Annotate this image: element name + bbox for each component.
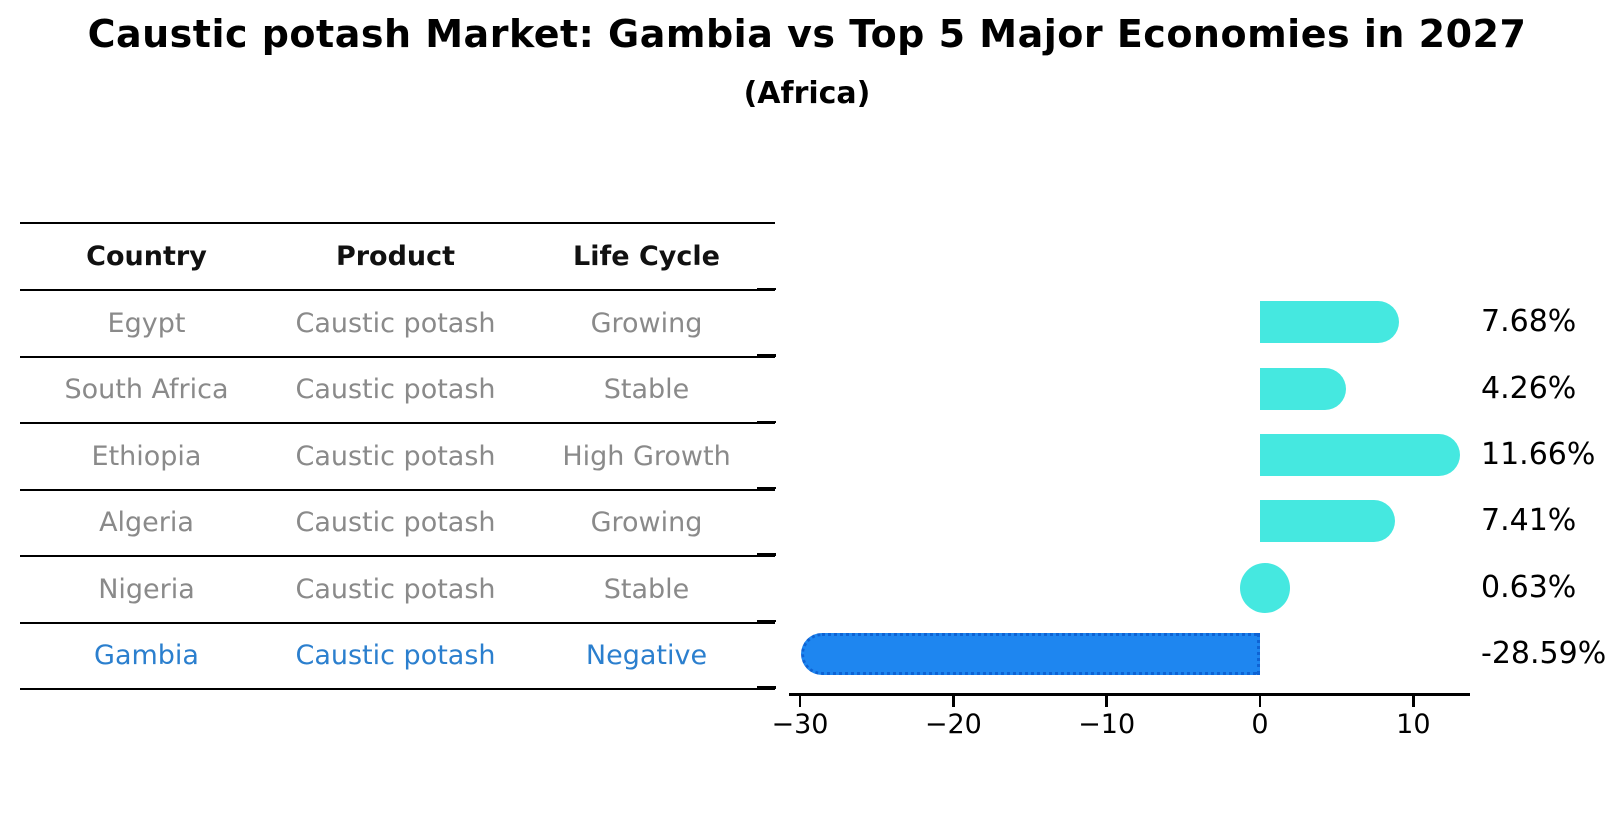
comparison-table: Country Product Life Cycle Egypt Caustic… xyxy=(20,222,775,690)
bar-egypt xyxy=(1260,301,1399,344)
cell-product: Caustic potash xyxy=(295,507,496,539)
cell-country: Algeria xyxy=(99,507,194,539)
table-row-south-africa: South Africa Caustic potash Stable xyxy=(20,358,775,424)
x-axis-tick xyxy=(798,695,802,707)
y-axis-tick xyxy=(757,486,776,490)
cell-country: Gambia xyxy=(94,640,199,672)
x-axis-tick-label: 10 xyxy=(1396,709,1431,740)
x-axis-tick-label: −20 xyxy=(924,709,982,740)
y-axis-tick xyxy=(757,354,776,357)
cell-product: Caustic potash xyxy=(295,440,496,472)
bar-value-label: 0.63% xyxy=(1481,569,1577,605)
cell-life-cycle: Negative xyxy=(585,640,708,672)
cell-product: Caustic potash xyxy=(295,307,496,339)
table-row-nigeria: Nigeria Caustic potash Stable xyxy=(20,557,775,624)
table-row-gambia: Gambia Caustic potash Negative xyxy=(20,624,775,690)
bar-algeria xyxy=(1260,500,1395,543)
column-header-product: Product xyxy=(335,241,456,272)
cell-life-cycle: Growing xyxy=(590,307,703,339)
bar-value-label: 7.41% xyxy=(1481,503,1577,539)
chart-subtitle: (Africa) xyxy=(743,76,871,111)
cell-life-cycle: Growing xyxy=(590,507,703,539)
cell-product: Caustic potash xyxy=(295,640,496,672)
bar-south-africa xyxy=(1260,367,1347,410)
cell-life-cycle: Stable xyxy=(603,374,690,406)
y-axis-tick xyxy=(757,287,776,291)
x-axis-tick-label: −10 xyxy=(1078,709,1136,740)
table-header-row: Country Product Life Cycle xyxy=(20,224,775,291)
cell-product: Caustic potash xyxy=(295,573,496,605)
x-axis-tick xyxy=(1105,695,1108,707)
bar-nigeria xyxy=(1239,562,1290,613)
bar-gambia xyxy=(800,633,1260,676)
cell-country: Egypt xyxy=(107,307,186,339)
table-row-egypt: Egypt Caustic potash Growing xyxy=(20,291,775,358)
x-axis-tick xyxy=(1412,695,1415,707)
column-header-country: Country xyxy=(86,241,207,272)
y-axis-tick xyxy=(757,686,776,689)
cell-country: South Africa xyxy=(64,374,229,406)
y-axis-tick xyxy=(757,619,776,623)
cell-country: Nigeria xyxy=(98,573,195,605)
cell-country: Ethiopia xyxy=(91,440,202,472)
cell-product: Caustic potash xyxy=(295,374,496,406)
bar-value-label: 7.68% xyxy=(1481,304,1577,340)
x-axis-tick-label: 0 xyxy=(1251,709,1269,740)
y-axis-tick xyxy=(757,420,776,424)
column-header-life-cycle: Life Cycle xyxy=(573,241,720,272)
x-axis-line xyxy=(789,693,1470,696)
cell-life-cycle: High Growth xyxy=(562,440,731,472)
y-axis-tick xyxy=(757,553,776,556)
bar-value-label: -28.59% xyxy=(1481,636,1607,672)
table-row-ethiopia: Ethiopia Caustic potash High Growth xyxy=(20,424,775,491)
bar-ethiopia xyxy=(1260,434,1460,476)
cell-life-cycle: Stable xyxy=(603,573,690,605)
x-axis-tick xyxy=(952,695,955,707)
bar-value-label: 4.26% xyxy=(1481,370,1577,406)
x-axis-tick xyxy=(1258,695,1262,707)
bar-value-label: 11.66% xyxy=(1481,437,1596,472)
chart-title: Caustic potash Market: Gambia vs Top 5 M… xyxy=(87,12,1527,56)
x-axis-tick-label: −30 xyxy=(771,709,829,740)
table-row-algeria: Algeria Caustic potash Growing xyxy=(20,491,775,557)
